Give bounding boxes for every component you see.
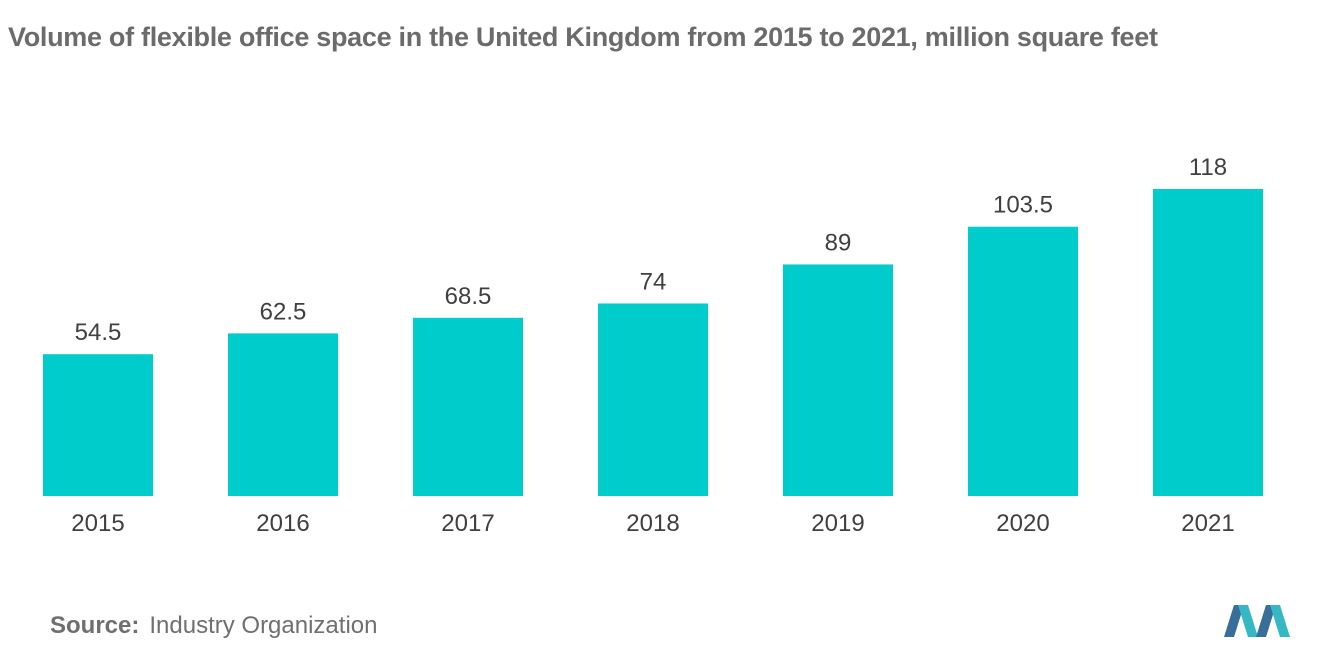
- bar-2019: [783, 264, 893, 496]
- source-note: Source: Industry Organization: [50, 612, 377, 640]
- chart-title: Volume of flexible office space in the U…: [8, 22, 1158, 52]
- bar-2017: [413, 317, 523, 496]
- bar-2018: [598, 303, 708, 496]
- value-label-2016: 62.5: [260, 298, 307, 325]
- x-tick-label-2020: 2020: [996, 510, 1049, 537]
- value-labels-group: 54.5 62.5 68.5 74 89 103.5 118: [75, 154, 1227, 346]
- x-tick-label-2016: 2016: [256, 510, 309, 537]
- bar-2016: [228, 333, 338, 496]
- value-label-2019: 89: [825, 229, 852, 256]
- value-label-2020: 103.5: [993, 192, 1053, 219]
- value-label-2015: 54.5: [75, 319, 122, 346]
- bars-group: [43, 189, 1263, 496]
- x-tick-label-2019: 2019: [811, 510, 864, 537]
- x-tick-label-2018: 2018: [626, 510, 679, 537]
- source-text: Industry Organization: [149, 612, 378, 639]
- x-tick-label-2021: 2021: [1181, 510, 1234, 537]
- source-label: Source:: [50, 612, 140, 639]
- x-tick-labels-group: 2015 2016 2017 2018 2019 2020 2021: [71, 510, 1234, 537]
- x-tick-label-2015: 2015: [71, 510, 124, 537]
- value-label-2021: 118: [1189, 154, 1227, 181]
- bar-2020: [968, 226, 1078, 496]
- value-label-2018: 74: [640, 268, 667, 295]
- value-label-2017: 68.5: [445, 283, 492, 310]
- bar-2021: [1153, 189, 1263, 496]
- mordor-intelligence-logo-icon: [1224, 605, 1290, 637]
- bar-2015: [43, 354, 153, 496]
- x-tick-label-2017: 2017: [441, 510, 494, 537]
